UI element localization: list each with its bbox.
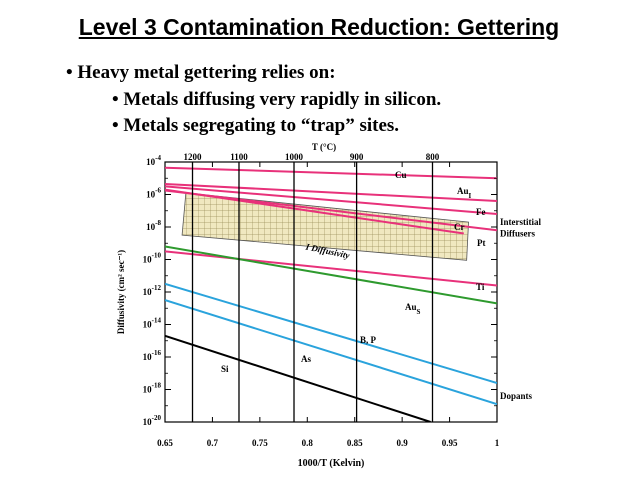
x-tick-label: 0.85 xyxy=(347,438,363,448)
series-label-au-s: AuS xyxy=(405,302,421,316)
series-label-ti: Ti xyxy=(476,282,485,292)
x-tick-label: 0.8 xyxy=(302,438,314,448)
temp-label-900: 900 xyxy=(350,152,364,162)
y-tick-label: 10-4 xyxy=(146,154,161,167)
x-tick-label: 0.95 xyxy=(442,438,458,448)
series-line-ti xyxy=(165,250,497,287)
series-label-cr: Cr xyxy=(454,222,465,232)
bullet-fast-diffusion: • Metals diffusing very rapidly in silic… xyxy=(112,89,442,110)
top-axis-label: T (°C) xyxy=(312,142,336,152)
bullet-gettering: • Heavy metal gettering relies on: xyxy=(66,62,336,83)
i-diffusivity-band xyxy=(181,192,469,261)
annotation-diffusers: Diffusers xyxy=(500,229,535,239)
temp-label-1200: 1200 xyxy=(184,152,203,162)
series-line-au-s xyxy=(165,245,497,305)
series-line-pt xyxy=(165,188,464,235)
y-tick-label: 10-10 xyxy=(143,252,162,265)
y-tick-label: 10-16 xyxy=(143,349,162,362)
temp-label-1000: 1000 xyxy=(285,152,304,162)
slide-title: Level 3 Contamination Reduction: Getteri… xyxy=(78,14,560,40)
x-tick-label: 0.65 xyxy=(157,438,173,448)
x-axis-label: 1000/T (Kelvin) xyxy=(298,458,365,469)
y-tick-label: 10-6 xyxy=(146,187,161,200)
y-tick-label: 10-18 xyxy=(143,382,162,395)
annotation-dopants: Dopants xyxy=(500,391,533,401)
series-line-cu xyxy=(165,166,497,180)
x-tick-label: 0.75 xyxy=(252,438,268,448)
temp-label-800: 800 xyxy=(426,152,440,162)
y-tick-label: 10-8 xyxy=(146,219,161,232)
series-line-as xyxy=(165,299,497,406)
series-label-as: As xyxy=(301,354,311,364)
series-line-au-i xyxy=(165,182,497,202)
y-tick-label: 10-12 xyxy=(143,284,162,297)
series-label-b-p: B, P xyxy=(360,335,377,345)
series-line-si xyxy=(165,334,431,422)
y-tick-label: 10-14 xyxy=(143,317,162,330)
series-label-fe: Fe xyxy=(476,207,486,217)
series-label-pt: Pt xyxy=(477,238,486,248)
series-line-b-p xyxy=(165,282,497,384)
annotation-interstitial: Interstitial xyxy=(500,217,541,227)
x-tick-label: 1 xyxy=(495,438,500,448)
series-label-cu: Cu xyxy=(395,170,407,180)
x-tick-label: 0.9 xyxy=(397,438,409,448)
series-label-si: Si xyxy=(221,364,229,374)
y-tick-label: 10-20 xyxy=(143,414,162,427)
series-label-au-i: AuI xyxy=(457,186,472,200)
temp-label-1100: 1100 xyxy=(230,152,248,162)
x-tick-label: 0.7 xyxy=(207,438,219,448)
y-axis-label: Diffusivity (cm² sec⁻¹) xyxy=(116,250,126,334)
bullet-trap-sites: • Metals segregating to “trap” sites. xyxy=(112,115,400,136)
series-line-fe xyxy=(165,185,497,215)
